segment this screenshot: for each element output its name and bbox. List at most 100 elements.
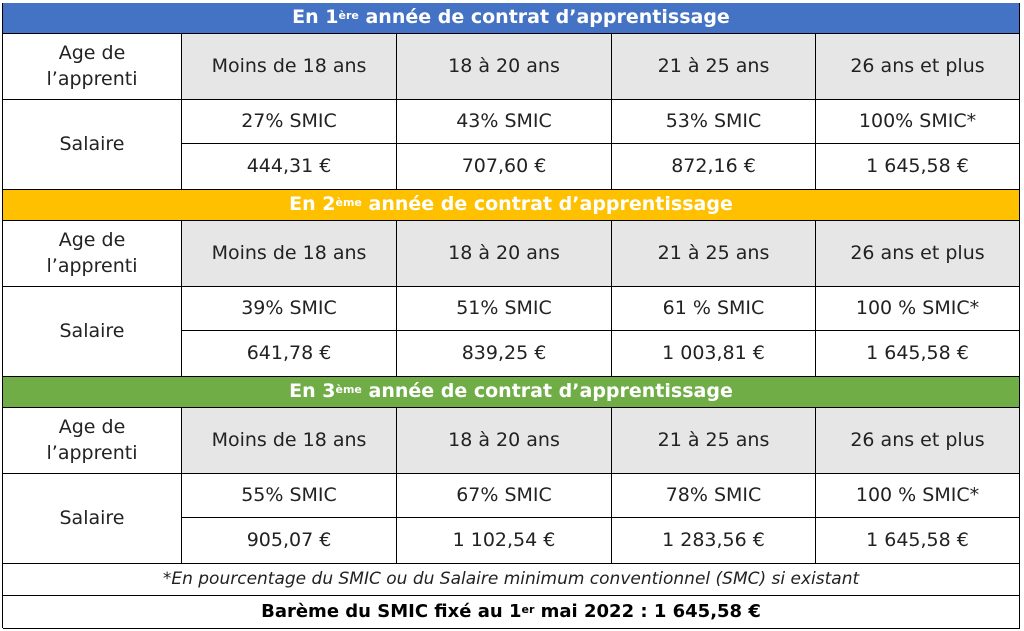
- amount: 1 003,81 €: [662, 341, 765, 364]
- age-range: 26 ans et plus: [850, 54, 985, 77]
- salary-label-cell: Salaire: [3, 287, 182, 377]
- age-range: 18 à 20 ans: [448, 428, 560, 451]
- text: mai 2022 : 1 645,58 €: [534, 600, 761, 622]
- age-cell: 21 à 25 ans: [612, 221, 816, 287]
- percentage: 27% SMIC: [241, 109, 337, 132]
- percentage-cell: 61 % SMIC: [612, 287, 816, 331]
- section-header: En 2ème année de contrat d’apprentissage: [3, 190, 1020, 221]
- percentage-cell: 39% SMIC: [182, 287, 397, 331]
- amount-cell: 1 645,58 €: [816, 144, 1020, 190]
- age-label: Age de l’apprenti: [46, 415, 138, 464]
- amount-cell: 641,78 €: [182, 331, 397, 377]
- age-range: 21 à 25 ans: [657, 241, 770, 264]
- footer-cell: Barème du SMIC fixé au 1er mai 2022 : 1 …: [3, 596, 1020, 629]
- section-header: En 1ère année de contrat d’apprentissage: [3, 3, 1020, 34]
- age-cell: 26 ans et plus: [816, 221, 1020, 287]
- salary-label-cell: Salaire: [3, 100, 182, 190]
- salary-label: Salaire: [59, 506, 125, 529]
- percentage-cell: 78% SMIC: [612, 474, 816, 518]
- age-cell: Moins de 18 ans: [182, 221, 397, 287]
- percentage: 55% SMIC: [241, 483, 337, 506]
- percentage: 100 % SMIC*: [855, 483, 980, 506]
- amount: 641,78 €: [246, 341, 332, 364]
- age-cell: Moins de 18 ans: [182, 408, 397, 474]
- age-cell: 26 ans et plus: [816, 408, 1020, 474]
- text: Barème du SMIC fixé au 1: [261, 600, 522, 622]
- age-cell: 21 à 25 ans: [612, 34, 816, 100]
- superscript: ère: [338, 9, 359, 23]
- amount: 1 102,54 €: [452, 528, 556, 551]
- percentage: 100% SMIC*: [858, 109, 977, 132]
- percentage-cell: 43% SMIC: [397, 100, 612, 144]
- amount: 872,16 €: [671, 154, 756, 177]
- amount-cell: 1 283,56 €: [612, 518, 816, 564]
- section-header: En 3ème année de contrat d’apprentissage: [3, 377, 1020, 408]
- age-label-cell: Age de l’apprenti: [3, 408, 182, 474]
- percentage-cell: 51% SMIC: [397, 287, 612, 331]
- text: En 3: [289, 380, 336, 403]
- amount: 905,07 €: [246, 528, 332, 551]
- age-cell: 18 à 20 ans: [397, 408, 612, 474]
- age-label-cell: Age de l’apprenti: [3, 34, 182, 100]
- percentage: 39% SMIC: [241, 296, 337, 319]
- percentage: 100 % SMIC*: [855, 296, 980, 319]
- superscript: ème: [335, 383, 362, 397]
- percentage: 53% SMIC: [665, 109, 762, 132]
- age-range: 21 à 25 ans: [657, 54, 770, 77]
- amount-cell: 1 645,58 €: [816, 331, 1020, 377]
- superscript: ème: [335, 196, 362, 210]
- amount-cell: 1 102,54 €: [397, 518, 612, 564]
- footnote: *En pourcentage du SMIC ou du Salaire mi…: [162, 569, 860, 590]
- amount: 1 645,58 €: [866, 154, 969, 177]
- age-label: Age de l’apprenti: [46, 41, 138, 90]
- text: année de contrat d’apprentissage: [358, 6, 730, 29]
- percentage: 43% SMIC: [456, 109, 552, 132]
- salary-label: Salaire: [59, 319, 125, 342]
- amount-cell: 1 645,58 €: [816, 518, 1020, 564]
- age-cell: 18 à 20 ans: [397, 221, 612, 287]
- percentage-cell: 53% SMIC: [612, 100, 816, 144]
- text: En 1: [292, 6, 339, 29]
- salary-label-cell: Salaire: [3, 474, 182, 564]
- percentage: 78% SMIC: [665, 483, 762, 506]
- amount: 1 645,58 €: [866, 528, 969, 551]
- age-range: 18 à 20 ans: [448, 241, 560, 264]
- age-range: 21 à 25 ans: [657, 428, 770, 451]
- text: En 2: [289, 193, 336, 216]
- age-range: 26 ans et plus: [850, 428, 985, 451]
- text: année de contrat d’apprentissage: [361, 380, 733, 403]
- percentage: 67% SMIC: [456, 483, 552, 506]
- salary-table: En 1ère année de contrat d’apprentissage…: [2, 3, 1020, 629]
- amount-cell: 839,25 €: [397, 331, 612, 377]
- amount: 1 283,56 €: [662, 528, 765, 551]
- superscript: er: [521, 602, 535, 616]
- footnote-cell: *En pourcentage du SMIC ou du Salaire mi…: [3, 564, 1020, 596]
- age-range: 18 à 20 ans: [448, 54, 560, 77]
- amount-cell: 707,60 €: [397, 144, 612, 190]
- text: année de contrat d’apprentissage: [361, 193, 733, 216]
- age-label-cell: Age de l’apprenti: [3, 221, 182, 287]
- percentage-cell: 67% SMIC: [397, 474, 612, 518]
- age-cell: 26 ans et plus: [816, 34, 1020, 100]
- age-cell: 18 à 20 ans: [397, 34, 612, 100]
- amount-cell: 905,07 €: [182, 518, 397, 564]
- percentage-cell: 100% SMIC*: [816, 100, 1020, 144]
- amount: 707,60 €: [461, 154, 547, 177]
- amount-cell: 1 003,81 €: [612, 331, 816, 377]
- age-cell: Moins de 18 ans: [182, 34, 397, 100]
- percentage-cell: 100 % SMIC*: [816, 474, 1020, 518]
- amount: 839,25 €: [461, 341, 547, 364]
- percentage-cell: 55% SMIC: [182, 474, 397, 518]
- percentage-cell: 100 % SMIC*: [816, 287, 1020, 331]
- percentage: 51% SMIC: [456, 296, 552, 319]
- age-range: 26 ans et plus: [850, 241, 985, 264]
- amount-cell: 444,31 €: [182, 144, 397, 190]
- amount: 444,31 €: [246, 154, 332, 177]
- age-range: Moins de 18 ans: [211, 428, 367, 451]
- salary-label: Salaire: [59, 132, 125, 155]
- age-range: Moins de 18 ans: [211, 241, 367, 264]
- percentage: 61 % SMIC: [662, 296, 765, 319]
- percentage-cell: 27% SMIC: [182, 100, 397, 144]
- age-cell: 21 à 25 ans: [612, 408, 816, 474]
